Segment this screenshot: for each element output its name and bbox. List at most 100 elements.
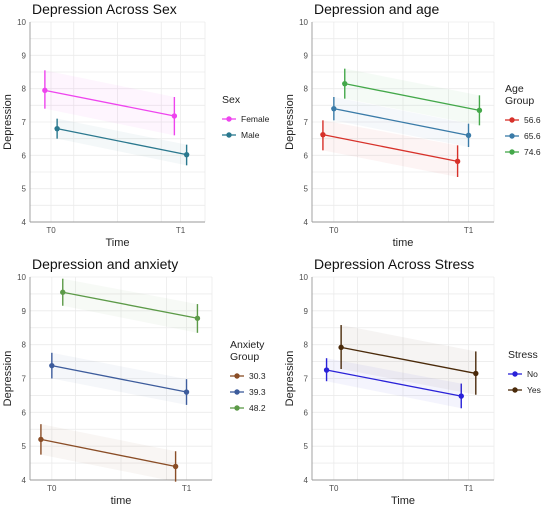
legend-key-point (234, 373, 240, 379)
legend-label: 56.6 (524, 115, 541, 125)
y-tick-label: 5 (304, 185, 309, 194)
legend-label: 65.6 (524, 131, 541, 141)
series-line (322, 134, 458, 162)
legend-title: Group (230, 351, 259, 363)
series-male (54, 118, 190, 166)
x-axis-label: time (111, 495, 132, 507)
x-tick-label: T1 (464, 484, 474, 493)
series-line (340, 346, 476, 375)
y-tick-label: 7 (22, 118, 27, 127)
y-tick-label: 10 (299, 273, 308, 282)
data-point (320, 131, 326, 138)
legend-key-point (512, 371, 518, 377)
legend-item-65-6: 65.6 (505, 131, 541, 141)
y-tick-label: 10 (17, 18, 26, 27)
legend-item-30-3: 30.3 (230, 371, 266, 381)
chart-title: Depression and anxiety (32, 256, 178, 272)
x-axis-label: Time (391, 495, 415, 507)
legend-title: Group (505, 95, 534, 107)
data-point (54, 125, 60, 132)
y-tick-label: 10 (17, 273, 26, 282)
y-tick-label: 6 (304, 151, 309, 160)
data-point (342, 80, 348, 87)
legend-label: Male (241, 130, 260, 140)
legend: Stress No Yes (508, 349, 541, 395)
legend-label: 48.2 (249, 403, 266, 413)
x-tick-label: T0 (46, 226, 56, 235)
chart-panel-4: Depression Across Stress 4 5 6 7 8 9 10 T0 T1 Time… (284, 256, 541, 507)
y-tick-label: 8 (304, 85, 309, 94)
series-yes (338, 325, 479, 395)
series-line (44, 89, 175, 117)
y-tick-label: 6 (22, 151, 27, 160)
chart-title: Depression and age (314, 1, 440, 17)
y-tick-label: 8 (22, 341, 27, 350)
legend-key-point (234, 405, 240, 411)
y-tick-label: 9 (304, 307, 309, 316)
data-point (476, 107, 483, 114)
y-tick-label: 5 (304, 442, 309, 451)
y-tick-label: 4 (304, 218, 309, 227)
legend-item-female: Female (222, 114, 270, 124)
series-no (323, 358, 464, 409)
chart-title: Depression Across Sex (32, 1, 177, 17)
legend-key-point (512, 387, 518, 393)
data-point (458, 393, 464, 399)
data-point (323, 367, 330, 373)
legend-label: Yes (527, 385, 541, 395)
data-point (60, 289, 66, 295)
legend-item-48-2: 48.2 (230, 403, 266, 413)
legend-key-point (509, 133, 515, 139)
legend-title: Age (505, 83, 524, 95)
legend-title: Stress (508, 349, 538, 361)
y-axis-label: Depression (2, 351, 14, 407)
legend-item-male: Male (222, 130, 260, 140)
x-tick-label: T0 (47, 484, 57, 493)
y-tick-label: 4 (304, 476, 309, 485)
legend-key-point (509, 149, 515, 155)
data-point (42, 87, 48, 94)
y-tick-label: 10 (299, 18, 308, 27)
x-tick-label: T0 (329, 484, 339, 493)
y-tick-label: 6 (22, 408, 27, 417)
y-tick-label: 6 (304, 408, 309, 417)
data-point (49, 362, 55, 369)
chart-panel-2: Depression and age 4 5 6 7 8 9 10 T0 T1 time Depres… (284, 1, 541, 249)
data-point (454, 158, 461, 165)
data-point (465, 132, 472, 139)
series-56-6 (320, 120, 461, 177)
data-point (183, 389, 190, 395)
legend-item-yes: Yes (508, 385, 541, 395)
legend-item-74-6: 74.6 (505, 147, 541, 157)
data-point (338, 344, 344, 351)
series-female (42, 70, 178, 136)
y-tick-label: 7 (304, 375, 309, 384)
series-30-3 (38, 424, 179, 482)
series-74-6 (342, 68, 483, 126)
ci-ribbon (322, 120, 458, 177)
series-65-6 (331, 97, 472, 147)
series-line (40, 438, 176, 468)
data-point (38, 436, 44, 443)
legend-label: Female (241, 114, 270, 124)
y-tick-label: 9 (304, 51, 309, 60)
data-point (171, 113, 178, 119)
series-line (51, 365, 187, 393)
series-line (326, 369, 462, 397)
y-tick-label: 5 (22, 185, 27, 194)
chart-title: Depression Across Stress (314, 256, 474, 272)
legend-label: No (527, 369, 538, 379)
legend-label: 39.3 (249, 387, 266, 397)
series-line (62, 291, 198, 319)
y-tick-label: 4 (22, 218, 27, 227)
y-tick-label: 8 (304, 341, 309, 350)
legend-label: 30.3 (249, 371, 266, 381)
y-tick-label: 9 (22, 307, 27, 316)
y-tick-label: 5 (22, 442, 27, 451)
x-axis-label: time (393, 237, 414, 249)
data-point (331, 105, 337, 112)
chart-panel-3: Depression and anxiety 4 5 6 7 8 9 10 T0 T1 time De… (2, 256, 266, 507)
legend-item-56-6: 56.6 (505, 115, 541, 125)
